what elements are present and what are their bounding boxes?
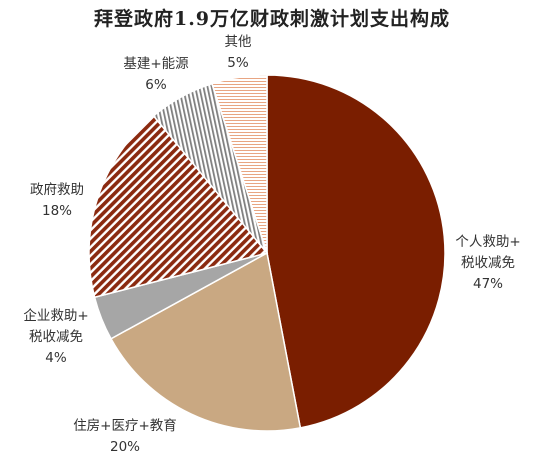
slice-name-4-0: 基建+能源 <box>123 55 189 72</box>
slice-name-2-1: 税收减免 <box>29 329 83 345</box>
slice-value-3: 18% <box>42 203 72 219</box>
slice-value-2: 4% <box>45 350 67 366</box>
pie-slice-3 <box>88 114 269 299</box>
pie-slice-1 <box>109 251 302 432</box>
slice-value-0: 47% <box>473 276 503 292</box>
slices-layer <box>88 74 446 432</box>
pie-slice-0 <box>266 74 446 429</box>
slice-value-4: 6% <box>145 77 167 93</box>
slice-name-0-1: 税收减免 <box>461 255 515 271</box>
slice-label-5: 其他 5% <box>225 34 252 71</box>
slice-label-4: 基建+能源 6% <box>123 55 189 93</box>
slice-label-3: 政府救助 18% <box>30 182 84 219</box>
pie-slice-5 <box>211 74 268 254</box>
slice-name-5-0: 其他 <box>225 34 252 50</box>
slice-name-1-0: 住房+医疗+教育 <box>73 418 177 434</box>
slice-label-1: 住房+医疗+教育 20% <box>73 418 177 455</box>
chart-title: 拜登政府1.9万亿财政刺激计划支出构成 <box>93 8 451 30</box>
slice-name-3-0: 政府救助 <box>30 182 84 198</box>
slice-name-0-0: 个人救助+ <box>455 234 520 250</box>
slice-value-5: 5% <box>227 55 249 71</box>
slice-label-2: 企业救助+ 税收减免 4% <box>23 307 88 366</box>
labels-layer: 个人救助+ 税收减免 47% 住房+医疗+教育 20% 企业救助+ 税收减免 4% 政府救助 18… <box>23 34 520 455</box>
slice-label-0: 个人救助+ 税收减免 47% <box>455 234 520 292</box>
slice-name-2-0: 企业救助+ <box>23 307 88 324</box>
slice-value-1: 20% <box>110 439 140 455</box>
